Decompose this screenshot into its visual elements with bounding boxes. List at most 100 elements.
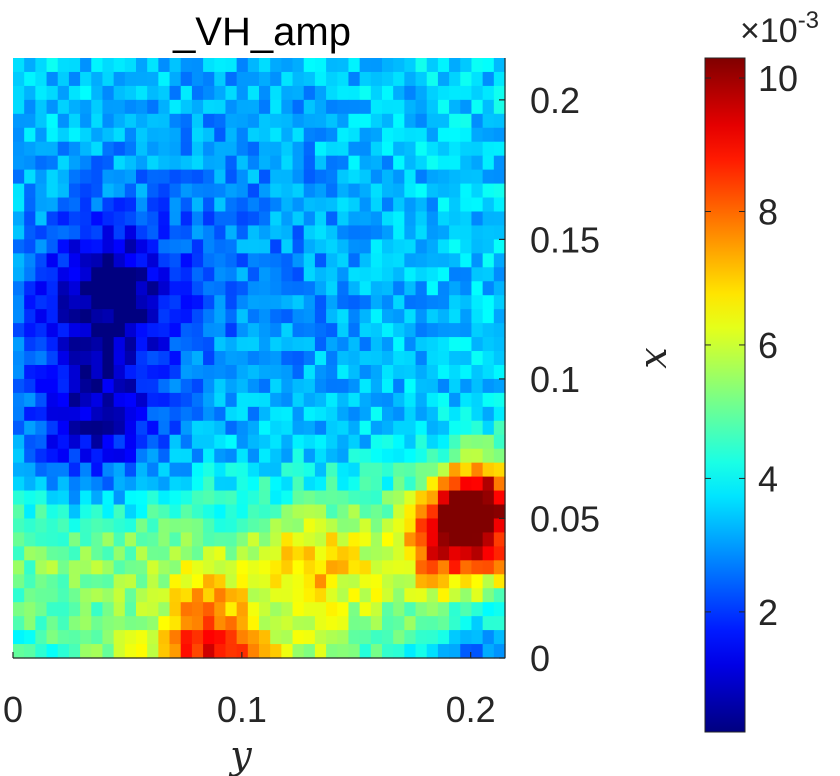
heatmap-cell	[348, 127, 361, 143]
heatmap-cell	[80, 169, 92, 185]
heatmap-cell	[24, 518, 36, 534]
heatmap-cell	[214, 378, 227, 394]
heatmap-cell	[169, 71, 182, 87]
colorbar-tick-label: 8	[758, 191, 778, 232]
heatmap-cell	[493, 337, 506, 352]
heatmap-cell	[337, 309, 350, 324]
heatmap-cell	[337, 323, 350, 338]
heatmap-cell	[449, 281, 461, 296]
heatmap-cell	[147, 546, 159, 561]
heatmap-cell	[437, 630, 450, 645]
heatmap-cell	[80, 183, 92, 199]
heatmap-cell	[281, 630, 294, 645]
heatmap-cell	[404, 560, 417, 575]
heatmap-cell	[359, 295, 372, 310]
heatmap-cell	[449, 434, 461, 450]
heatmap-cell	[46, 183, 59, 199]
heatmap-cell	[102, 630, 115, 645]
heatmap-cell	[247, 574, 260, 589]
heatmap-cell	[46, 337, 59, 352]
heatmap-cell	[57, 574, 70, 589]
heatmap-cell	[382, 141, 394, 157]
heatmap-cell	[169, 616, 182, 631]
heatmap-cell	[147, 141, 159, 157]
heatmap-cell	[370, 309, 383, 324]
heatmap-cell	[493, 239, 506, 254]
heatmap-cell	[359, 323, 372, 338]
heatmap-cell	[326, 323, 338, 338]
heatmap-cell	[124, 225, 137, 240]
heatmap-cell	[214, 58, 227, 73]
heatmap-cell	[292, 644, 305, 659]
heatmap-cell	[24, 364, 36, 380]
heatmap-cell	[460, 364, 473, 380]
heatmap-cell	[24, 392, 36, 408]
heatmap-cell	[80, 392, 92, 408]
heatmap-cell	[214, 574, 227, 589]
heatmap-cell	[259, 141, 271, 157]
heatmap-cell	[91, 574, 104, 589]
heatmap-cell	[437, 169, 450, 185]
heatmap-cell	[404, 281, 417, 296]
heatmap-cell	[259, 169, 271, 185]
heatmap-cell	[91, 127, 104, 143]
heatmap-cell	[404, 85, 417, 101]
heatmap-cell	[136, 85, 148, 101]
heatmap-cell	[493, 644, 506, 659]
heatmap-cell	[236, 337, 249, 352]
heatmap-cell	[214, 71, 227, 87]
heatmap-cell	[281, 560, 294, 575]
heatmap-cell	[57, 253, 70, 268]
heatmap-cell	[449, 295, 461, 310]
heatmap-cell	[449, 127, 461, 143]
heatmap-cell	[259, 58, 271, 73]
heatmap-cell	[337, 546, 350, 561]
heatmap-cell	[415, 364, 428, 380]
heatmap-cell	[348, 281, 361, 296]
heatmap-cell	[281, 85, 294, 101]
heatmap-cell	[437, 392, 450, 408]
heatmap-cell	[57, 476, 70, 492]
heatmap-cell	[124, 113, 137, 129]
heatmap-cell	[404, 504, 417, 520]
heatmap-cell	[113, 532, 126, 547]
heatmap-cell	[281, 141, 294, 157]
heatmap-cell	[124, 197, 137, 213]
heatmap-cell	[460, 644, 473, 659]
heatmap-cell	[24, 169, 36, 185]
heatmap-cell	[214, 448, 227, 464]
heatmap-cell	[180, 588, 193, 603]
heatmap-cell	[136, 323, 148, 338]
heatmap-cell	[460, 574, 473, 589]
heatmap-cell	[147, 476, 159, 492]
heatmap-cell	[35, 364, 48, 380]
heatmap-cell	[46, 239, 59, 254]
heatmap-cell	[415, 392, 428, 408]
heatmap-cell	[393, 574, 405, 589]
heatmap-cell	[415, 420, 428, 436]
heatmap-cell	[247, 141, 260, 157]
heatmap-cell	[13, 378, 25, 394]
heatmap-cell	[24, 588, 36, 603]
heatmap-cell	[57, 113, 70, 129]
heatmap-cell	[437, 532, 450, 547]
heatmap-cell	[270, 364, 282, 380]
heatmap-cell	[57, 309, 70, 324]
heatmap-cell	[281, 225, 294, 240]
heatmap-cell	[113, 351, 126, 366]
heatmap-cell	[415, 490, 428, 506]
heatmap-cell	[426, 99, 439, 115]
heatmap-cell	[471, 295, 484, 310]
heatmap-cell	[124, 127, 137, 143]
heatmap-cell	[35, 644, 48, 659]
heatmap-cell	[124, 155, 137, 171]
heatmap-cell	[449, 85, 461, 101]
heatmap-cell	[113, 155, 126, 171]
heatmap-cell	[102, 351, 115, 366]
heatmap-cell	[337, 504, 350, 520]
heatmap-cell	[471, 476, 484, 492]
heatmap-cell	[415, 588, 428, 603]
heatmap-cell	[460, 602, 473, 617]
heatmap-cell	[370, 141, 383, 157]
heatmap-cell	[91, 183, 104, 199]
